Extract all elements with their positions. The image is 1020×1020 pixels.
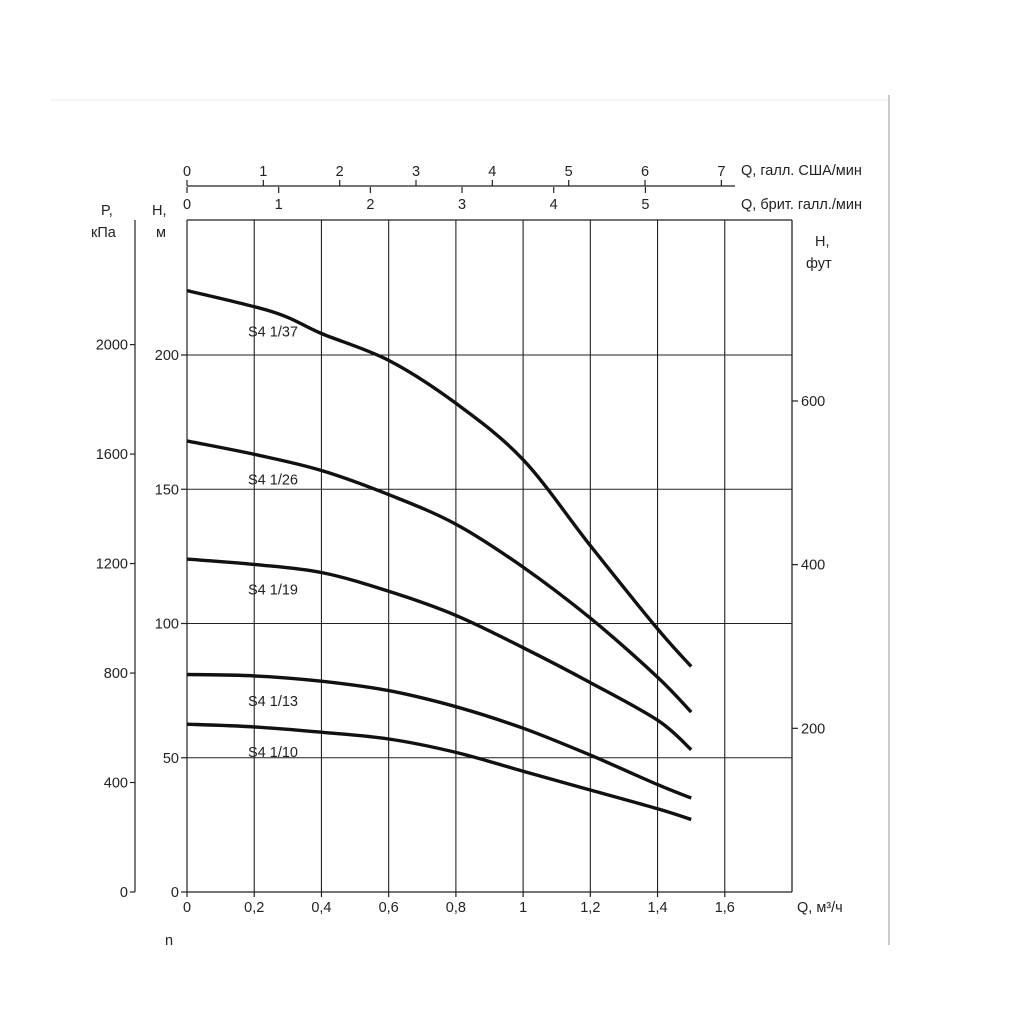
tick-labels: 0400800120016002000050100150200200400600… [96,164,825,916]
pressure-tick-label: 800 [104,666,128,682]
grid-lines [187,220,793,892]
head-tick-label: 50 [163,751,179,767]
pressure-tick-label: 1200 [96,557,128,573]
flow-tick-label: 1,2 [580,900,600,916]
series-label-1: S4 1/37 [248,325,298,341]
pressure-axis-title-line2: кПа [91,225,117,241]
series-curve-3 [186,557,693,751]
head-tick-label: 200 [155,348,179,364]
pressure-tick-label: 2000 [96,338,128,354]
flow-tick-label: 0,6 [379,900,399,916]
flow-tick-label: 0,8 [446,900,466,916]
series-curve-4 [186,672,692,800]
uk-gal-tick-label: 1 [275,197,283,213]
series-label-5: S4 1/10 [248,745,298,761]
flow-tick-label: 1,4 [647,900,667,916]
flow-tick-label: 0 [183,900,191,916]
pressure-tick-label: 400 [104,776,128,792]
pressure-tick-label: 1600 [96,447,128,463]
feet-axis-title-line1: H, [815,234,830,250]
flow-tick-label: 0,2 [244,900,264,916]
head-axis-title-line2: м [156,225,166,241]
us-gal-axis-title: Q, галл. США/мин [741,163,862,179]
us-gal-tick-label: 4 [488,164,496,180]
series-curve-5 [186,722,692,822]
feet-tick-label: 400 [801,558,825,574]
series-curve-1 [186,288,693,668]
us-gal-tick-label: 3 [412,164,420,180]
series-labels: S4 1/37 S4 1/26 S4 1/19 S4 1/13 S4 1/10 [248,325,298,761]
us-gal-tick-label: 1 [259,164,267,180]
series-curve-2 [186,439,693,714]
uk-gal-tick-label: 4 [550,197,558,213]
pressure-tick-label: 0 [120,885,128,901]
axes [134,185,793,893]
uk-gal-axis-title: Q, брит. галл./мин [741,197,862,213]
feet-tick-label: 600 [801,394,825,410]
us-gal-tick-label: 5 [565,164,573,180]
series-label-4: S4 1/13 [248,694,298,710]
us-gal-tick-label: 0 [183,164,191,180]
head-tick-label: 100 [155,617,179,633]
flow-tick-label: 1 [519,900,527,916]
head-tick-label: 0 [171,885,179,901]
pressure-axis-title-line1: P, [101,203,113,219]
series-label-3: S4 1/19 [248,582,298,598]
bottom-note: n [165,933,173,949]
series-label-2: S4 1/26 [248,472,298,488]
series-curves [186,288,693,822]
feet-tick-label: 200 [801,721,825,737]
flow-tick-label: 1,6 [715,900,735,916]
flow-tick-label: 0,4 [311,900,331,916]
uk-gal-tick-label: 0 [183,197,191,213]
x-axis-title: Q, м³/ч [797,900,843,916]
uk-gal-tick-label: 2 [366,197,374,213]
us-gal-tick-label: 7 [717,164,725,180]
uk-gal-tick-label: 3 [458,197,466,213]
uk-gal-tick-label: 5 [641,197,649,213]
us-gal-tick-label: 2 [336,164,344,180]
us-gal-tick-label: 6 [641,164,649,180]
head-tick-label: 150 [155,482,179,498]
head-axis-title-line1: H, [152,203,167,219]
feet-axis-title-line2: фут [806,256,832,272]
